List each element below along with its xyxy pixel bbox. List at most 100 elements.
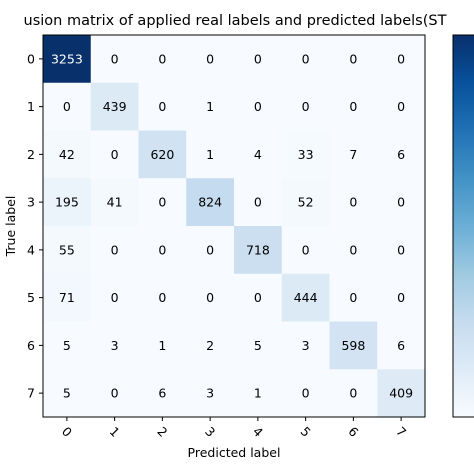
cell-r1-c7 <box>377 82 426 131</box>
cell-value-r4-c0: 55 <box>59 242 75 257</box>
cell-value-r7-c1: 0 <box>111 386 119 401</box>
cell-r6-c0 <box>43 321 92 370</box>
y-tick-label-5: 5 <box>27 290 35 305</box>
cell-r7-c7 <box>377 369 426 418</box>
cell-r6-c6 <box>329 321 378 370</box>
cell-value-r3-c5: 52 <box>298 195 314 210</box>
cell-r2-c3 <box>186 130 235 179</box>
cell-value-r7-c4: 1 <box>254 386 262 401</box>
cell-r3-c0 <box>43 178 92 227</box>
cell-value-r6-c3: 2 <box>206 338 214 353</box>
y-tick-label-4: 4 <box>27 242 35 257</box>
cell-r0-c4 <box>234 35 283 84</box>
cell-value-r6-c7: 6 <box>397 338 405 353</box>
y-tick-label-0: 0 <box>27 51 35 66</box>
cell-value-r5-c5: 444 <box>294 290 318 305</box>
cell-value-r5-c0: 71 <box>59 290 75 305</box>
cell-r0-c6 <box>329 35 378 84</box>
cell-value-r3-c2: 0 <box>158 195 166 210</box>
cell-value-r1-c7: 0 <box>397 99 405 114</box>
x-tick-label-0: 0 <box>59 424 75 440</box>
cell-value-r5-c2: 0 <box>158 290 166 305</box>
cell-r2-c4 <box>234 130 283 179</box>
cell-r3-c3 <box>186 178 235 227</box>
cell-value-r1-c1: 439 <box>103 99 127 114</box>
cell-r7-c1 <box>90 369 139 418</box>
cell-value-r0-c7: 0 <box>397 51 405 66</box>
cell-r1-c6 <box>329 82 378 131</box>
cell-r7-c2 <box>138 369 187 418</box>
cell-r4-c3 <box>186 226 235 275</box>
cell-value-r0-c5: 0 <box>302 51 310 66</box>
cell-r3-c7 <box>377 178 426 227</box>
cell-value-r1-c0: 0 <box>63 99 71 114</box>
cell-r7-c0 <box>43 369 92 418</box>
cell-r4-c7 <box>377 226 426 275</box>
cell-r7-c3 <box>186 369 235 418</box>
cell-r1-c5 <box>281 82 330 131</box>
cell-value-r4-c5: 0 <box>302 242 310 257</box>
cell-value-r4-c3: 0 <box>206 242 214 257</box>
cell-value-r2-c5: 33 <box>298 147 314 162</box>
cell-r7-c4 <box>234 369 283 418</box>
cell-r7-c6 <box>329 369 378 418</box>
cell-value-r4-c1: 0 <box>111 242 119 257</box>
cell-r5-c0 <box>43 273 92 322</box>
cell-r3-c5 <box>281 178 330 227</box>
x-tick-label-6: 6 <box>345 424 361 440</box>
cell-value-r2-c4: 4 <box>254 147 262 162</box>
cell-value-r5-c1: 0 <box>111 290 119 305</box>
y-axis-ticks: 0 1 2 3 4 5 6 7 <box>27 51 43 401</box>
cell-value-r7-c6: 0 <box>349 386 357 401</box>
cell-value-r7-c5: 0 <box>302 386 310 401</box>
cell-r0-c1 <box>90 35 139 84</box>
cell-r2-c1 <box>90 130 139 179</box>
cell-value-r0-c3: 0 <box>206 51 214 66</box>
y-axis-title: True label <box>3 196 18 258</box>
cell-value-r6-c6: 598 <box>341 338 365 353</box>
cell-value-r1-c4: 0 <box>254 99 262 114</box>
y-tick-label-7: 7 <box>27 386 35 401</box>
cell-r1-c3 <box>186 82 235 131</box>
cell-r4-c1 <box>90 226 139 275</box>
chart-title: usion matrix of applied real labels and … <box>24 13 447 29</box>
cell-value-r3-c3: 824 <box>198 195 222 210</box>
y-tick-label-6: 6 <box>27 338 35 353</box>
x-axis-title: Predicted label <box>188 445 281 460</box>
cell-value-r3-c7: 0 <box>397 195 405 210</box>
cell-value-r5-c7: 0 <box>397 290 405 305</box>
cell-value-r0-c1: 0 <box>111 51 119 66</box>
cell-value-r1-c2: 0 <box>158 99 166 114</box>
cell-r4-c5 <box>281 226 330 275</box>
cell-value-r7-c2: 6 <box>158 386 166 401</box>
cell-value-r6-c1: 3 <box>111 338 119 353</box>
cell-value-r0-c6: 0 <box>349 51 357 66</box>
cell-r4-c2 <box>138 226 187 275</box>
cell-r5-c5 <box>281 273 330 322</box>
cell-r1-c1 <box>90 82 139 131</box>
cell-r3-c4 <box>234 178 283 227</box>
cell-value-r2-c2: 620 <box>150 147 174 162</box>
cell-value-r1-c6: 0 <box>349 99 357 114</box>
cell-r6-c7 <box>377 321 426 370</box>
cell-r5-c1 <box>90 273 139 322</box>
plot-frame <box>42 34 426 418</box>
cell-r0-c5 <box>281 35 330 84</box>
cell-value-r2-c1: 0 <box>111 147 119 162</box>
cell-r0-c3 <box>186 35 235 84</box>
cell-value-r7-c0: 5 <box>63 386 71 401</box>
cell-value-r2-c6: 7 <box>349 147 357 162</box>
cell-r1-c0 <box>43 82 92 131</box>
cell-value-r3-c0: 195 <box>55 195 79 210</box>
x-axis-ticks: 0 1 2 3 4 5 6 7 <box>59 417 409 440</box>
x-tick-label-5: 5 <box>298 424 314 440</box>
cell-value-r7-c7: 409 <box>389 386 413 401</box>
cell-r3-c6 <box>329 178 378 227</box>
cell-value-r1-c5: 0 <box>302 99 310 114</box>
cell-value-r6-c2: 1 <box>158 338 166 353</box>
cell-value-r0-c0: 3253 <box>51 51 83 66</box>
cell-value-r3-c6: 0 <box>349 195 357 210</box>
cell-r6-c1 <box>90 321 139 370</box>
